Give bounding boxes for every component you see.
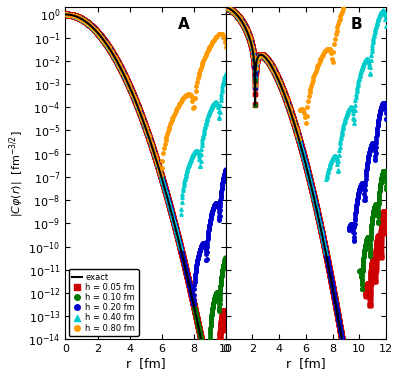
X-axis label: r  [fm]: r [fm]	[286, 357, 326, 370]
Text: B: B	[351, 17, 362, 32]
Text: A: A	[178, 17, 190, 32]
Y-axis label: $|C\varphi(r)|$  [fm$^{-3/2}$]: $|C\varphi(r)|$ [fm$^{-3/2}$]	[7, 130, 26, 217]
Legend: exact, h = 0.05 fm, h = 0.10 fm, h = 0.20 fm, h = 0.40 fm, h = 0.80 fm: exact, h = 0.05 fm, h = 0.10 fm, h = 0.2…	[69, 269, 139, 336]
X-axis label: r  [fm]: r [fm]	[126, 357, 166, 370]
